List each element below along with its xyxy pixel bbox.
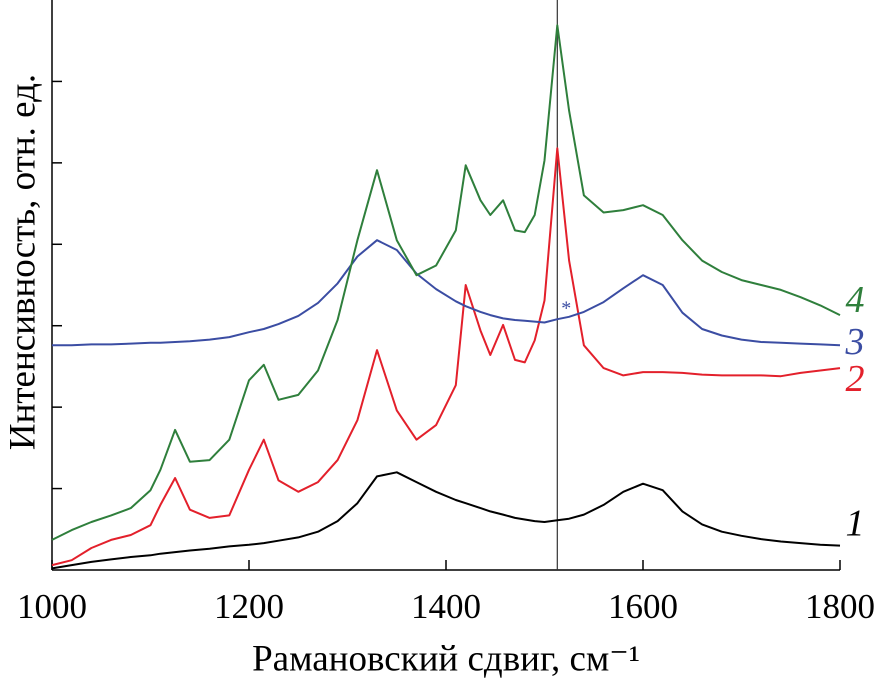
series-line (51, 147, 841, 567)
series-label: 1 (846, 502, 865, 544)
y-axis-label: Интенсивность, отн. ед. (2, 74, 43, 450)
x-tick-label: 1800 (805, 587, 875, 626)
series-label: 4 (846, 279, 865, 321)
x-tick-label: 1600 (608, 587, 678, 626)
x-tick-label: 1000 (17, 587, 87, 626)
series-line (51, 24, 841, 541)
x-tick-label: 1200 (214, 587, 284, 626)
series-label: 3 (845, 321, 865, 363)
x-tick-label: 1400 (411, 587, 481, 626)
x-axis-label: Рамановский сдвиг, см⁻¹ (252, 638, 640, 679)
annotation: * (561, 298, 571, 320)
series-line (51, 471, 841, 570)
series-label: 2 (846, 358, 865, 400)
series-line (52, 239, 841, 347)
